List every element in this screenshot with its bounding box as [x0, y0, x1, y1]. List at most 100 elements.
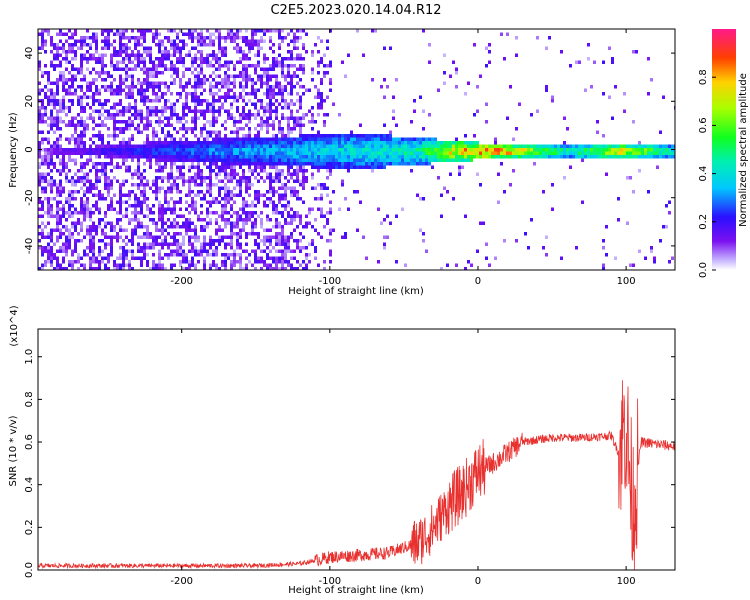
- heatmap-cell: [284, 134, 287, 138]
- heatmap-cell: [302, 85, 305, 89]
- heatmap-cell: [164, 141, 167, 145]
- heatmap-cell: [98, 239, 101, 243]
- heatmap-cell: [341, 165, 344, 169]
- heatmap-cell: [245, 179, 248, 183]
- heatmap-cell: [107, 46, 110, 50]
- heatmap-cell: [176, 148, 179, 152]
- heatmap-cell: [227, 200, 230, 204]
- heatmap-cell: [89, 46, 92, 50]
- heatmap-cell: [278, 232, 281, 236]
- heatmap-cell: [161, 169, 164, 173]
- heatmap-cell: [428, 151, 431, 155]
- heatmap-cell: [629, 148, 632, 152]
- heatmap-cell: [212, 64, 215, 68]
- heatmap-cell: [47, 253, 50, 257]
- heatmap-cell: [188, 148, 191, 152]
- heatmap-cell: [335, 155, 338, 159]
- heatmap-cell: [140, 88, 143, 92]
- heatmap-cell: [623, 144, 626, 148]
- heatmap-cell: [263, 169, 266, 173]
- heatmap-cell: [80, 211, 83, 215]
- heatmap-cell: [290, 57, 293, 61]
- heatmap-cell: [326, 134, 329, 138]
- heatmap-cell: [149, 207, 152, 211]
- heatmap-cell: [596, 151, 599, 155]
- heatmap-cell: [188, 151, 191, 155]
- heatmap-cell: [371, 155, 374, 159]
- heatmap-cell: [80, 221, 83, 225]
- heatmap-cell: [47, 162, 50, 166]
- heatmap-cell: [56, 57, 59, 61]
- heatmap-cell: [383, 78, 386, 82]
- heatmap-cell: [92, 165, 95, 169]
- heatmap-cell: [83, 39, 86, 43]
- heatmap-cell: [65, 39, 68, 43]
- heatmap-cell: [188, 190, 191, 194]
- heatmap-cell: [95, 99, 98, 103]
- heatmap-cell: [164, 99, 167, 103]
- heatmap-cell: [338, 151, 341, 155]
- heatmap-cell: [134, 127, 137, 131]
- heatmap-cell: [248, 78, 251, 82]
- heatmap-cell: [233, 200, 236, 204]
- heatmap-cell: [167, 88, 170, 92]
- heatmap-cell: [53, 179, 56, 183]
- heatmap-cell: [293, 158, 296, 162]
- heatmap-cell: [272, 162, 275, 166]
- heatmap-cell: [275, 81, 278, 85]
- heatmap-cell: [449, 158, 452, 162]
- heatmap-cell: [242, 169, 245, 173]
- heatmap-cell: [335, 134, 338, 138]
- heatmap-cell: [146, 148, 149, 152]
- heatmap-cell: [95, 144, 98, 148]
- heatmap-cell: [311, 151, 314, 155]
- heatmap-cell: [176, 46, 179, 50]
- heatmap-cell: [578, 151, 581, 155]
- heatmap-cell: [95, 60, 98, 64]
- heatmap-cell: [170, 116, 173, 120]
- heatmap-cell: [299, 116, 302, 120]
- heatmap-cell: [41, 204, 44, 208]
- heatmap-cell: [287, 246, 290, 250]
- heatmap-cell: [56, 193, 59, 197]
- heatmap-cell: [275, 179, 278, 183]
- heatmap-cell: [584, 88, 587, 92]
- heatmap-cell: [125, 67, 128, 71]
- heatmap-cell: [410, 120, 413, 124]
- heatmap-cell: [545, 85, 548, 89]
- heatmap-cell: [617, 197, 620, 201]
- heatmap-cell: [143, 242, 146, 246]
- heatmap-cell: [617, 155, 620, 159]
- heatmap-cell: [362, 144, 365, 148]
- heatmap-cell: [545, 155, 548, 159]
- heatmap-cell: [98, 260, 101, 264]
- heatmap-cell: [44, 211, 47, 215]
- heatmap-cell: [275, 172, 278, 176]
- heatmap-cell: [188, 155, 191, 159]
- heatmap-cell: [326, 113, 329, 117]
- heatmap-cell: [56, 207, 59, 211]
- heatmap-cell: [134, 256, 137, 260]
- heatmap-cell: [125, 263, 128, 267]
- heatmap-cell: [494, 144, 497, 148]
- heatmap-cell: [170, 249, 173, 253]
- heatmap-cell: [440, 193, 443, 197]
- heatmap-cell: [254, 242, 257, 246]
- heatmap-cell: [278, 32, 281, 36]
- heatmap-cell: [623, 148, 626, 152]
- heatmap-cell: [275, 113, 278, 117]
- heatmap-cell: [152, 263, 155, 267]
- heatmap-cell: [194, 120, 197, 124]
- heatmap-cell: [212, 263, 215, 267]
- heatmap-cell: [344, 162, 347, 166]
- heatmap-cell: [209, 134, 212, 138]
- heatmap-cell: [92, 109, 95, 113]
- heatmap-cell: [230, 172, 233, 176]
- heatmap-cell: [41, 130, 44, 134]
- heatmap-cell: [422, 148, 425, 152]
- heatmap-cell: [221, 144, 224, 148]
- heatmap-cell: [89, 81, 92, 85]
- heatmap-cell: [410, 155, 413, 159]
- heatmap-cell: [653, 260, 656, 264]
- heatmap-cell: [476, 148, 479, 152]
